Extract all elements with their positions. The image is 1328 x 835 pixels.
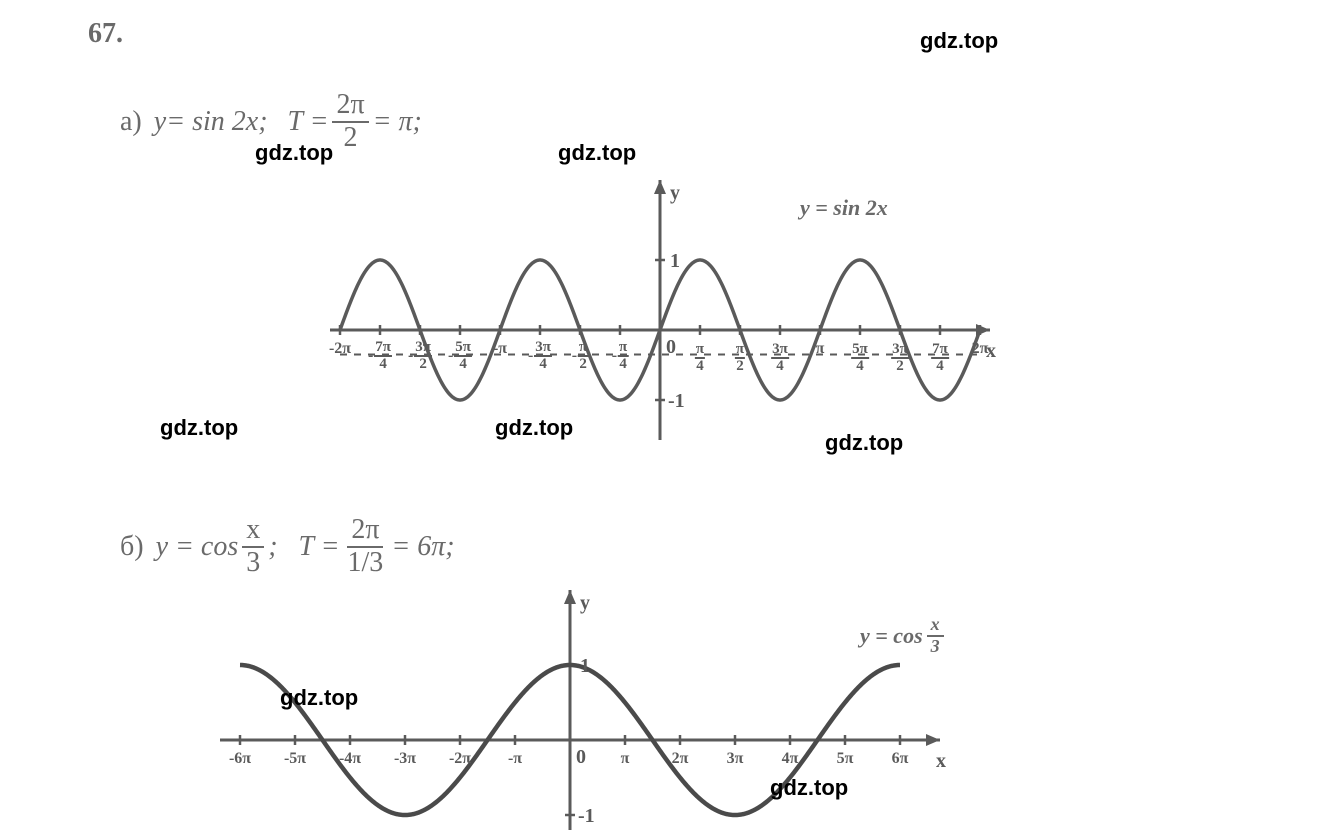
x-tick-label: -2π [449,750,471,768]
part-b-label: б) [120,531,144,563]
x-tick-label: -2π [329,340,351,358]
part-a-period-result: = π; [373,106,422,138]
part-a-period-frac: 2π 2 [332,90,368,154]
part-b-period-frac: 2π 1/3 [344,515,388,579]
watermark: gdz.top [160,415,238,441]
x-tick-label: 5π4 [851,340,869,374]
frac-num: x [242,515,264,548]
watermark: gdz.top [255,140,333,166]
part-a-func: y= sin 2x; [154,106,268,138]
x-tick-label: -π [508,750,522,768]
frac-num: 2π [347,515,383,548]
x-tick-label: -5π4 [448,340,472,372]
curve-label-a-text: y = sin 2x [800,195,888,220]
x-tick-label: 4π [782,750,799,768]
y-tick-bot: -1 [668,390,685,413]
x-tick-label: 3π [727,750,744,768]
x-tick-label: -4π [339,750,361,768]
part-b-func-frac: x 3 [242,515,264,579]
y-tick-bot: -1 [578,805,595,828]
x-tick-label: π [816,340,825,358]
x-tick-label: -3π [394,750,416,768]
y-tick-top: 1 [670,250,680,273]
curve-label-b-text: y = cos [860,623,923,649]
y-tick-top: 1 [580,655,590,678]
x-tick-label: π4 [695,340,705,374]
problem-number: 67. [88,18,123,50]
chart-a: 0yx1-1-2π-7π4-3π2-5π4-π-3π4-π2-π4π4π23π4… [330,180,990,440]
curve-label-b-frac: x 3 [927,615,944,657]
x-axis-label: x [936,750,946,773]
origin-label: 0 [666,336,676,359]
chart-svg [330,180,990,440]
x-tick-label: -π4 [612,340,629,372]
frac-num: 2π [332,90,368,123]
x-tick-label: 2π [672,750,689,768]
x-tick-label: 3π2 [891,340,909,374]
x-tick-label: 7π4 [931,340,949,374]
part-a-label: а) [120,106,142,138]
frac-den: 2 [340,123,362,154]
part-b-formula: б) y = cos x 3 ; T = 2π 1/3 = 6π; [120,515,455,579]
y-axis-label: y [580,592,590,615]
origin-label: 0 [576,746,586,769]
x-tick-label: -3π4 [528,340,552,372]
watermark: gdz.top [495,415,573,441]
frac-num: x [927,615,944,637]
watermark: gdz.top [558,140,636,166]
part-b-period-result: = 6π; [391,531,454,563]
x-tick-label: -π [493,340,507,358]
watermark: gdz.top [280,685,358,711]
x-tick-label: -3π2 [408,340,432,372]
x-tick-label: π [621,750,630,768]
chart-a-curve-label: y = sin 2x [800,195,888,221]
part-b-func-prefix: y = cos [156,531,239,563]
problem-number-text: 67. [88,18,123,49]
part-b-period-lhs: ; T = [268,531,339,563]
x-tick-label: -6π [229,750,251,768]
x-tick-label: 5π [837,750,854,768]
x-tick-label: 3π4 [771,340,789,374]
frac-den: 1/3 [344,548,388,579]
frac-den: 3 [927,637,944,657]
x-tick-label: -7π4 [368,340,392,372]
part-a-period-lhs: T = [288,106,329,138]
x-tick-label: 6π [892,750,909,768]
watermark: gdz.top [770,775,848,801]
frac-den: 3 [242,548,264,579]
x-tick-label: -π2 [572,340,589,372]
y-axis-label: y [670,182,680,205]
chart-b-curve-label: y = cos x 3 [860,615,944,657]
x-tick-label: 2π [972,340,989,358]
watermark: gdz.top [920,28,998,54]
x-tick-label: -5π [284,750,306,768]
watermark: gdz.top [825,430,903,456]
x-tick-label: π2 [735,340,745,374]
